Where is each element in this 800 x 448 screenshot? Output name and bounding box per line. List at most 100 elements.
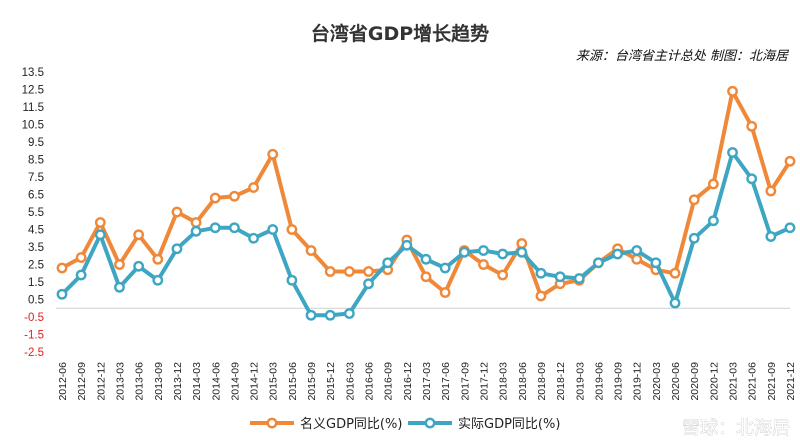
y-tick-label: 6.5	[28, 190, 44, 202]
data-point	[248, 232, 259, 244]
data-point	[593, 257, 604, 269]
y-tick-label: 7.5	[28, 172, 44, 184]
data-point	[286, 274, 298, 286]
y-tick-label: 0.5	[28, 295, 44, 307]
data-point	[305, 309, 317, 321]
y-tick-label: 9.5	[28, 137, 44, 149]
y-tick-label: 12.5	[22, 85, 44, 97]
data-point	[707, 215, 719, 227]
legend-label: 名义GDP同比(%)	[300, 416, 402, 432]
x-tick-label: 2012-12	[95, 362, 107, 401]
x-tick-label: 2014-12	[249, 362, 261, 401]
x-axis: 2012-06 2012-09 2012-12 2013-03 2013-06 2013-…	[57, 362, 797, 401]
x-tick-label: 2013-06	[134, 362, 146, 401]
data-point	[458, 246, 470, 258]
chart-title: 台湾省GDP增长趋势	[311, 22, 489, 45]
series-layer	[56, 85, 796, 321]
y-tick-label: 3.5	[28, 242, 44, 254]
data-point	[631, 245, 643, 256]
y-tick-label: 10.5	[22, 120, 44, 132]
data-point	[286, 224, 298, 235]
x-tick-label: 2015-09	[306, 362, 318, 401]
data-point	[707, 178, 719, 190]
data-point	[765, 231, 777, 242]
data-point	[75, 252, 87, 263]
data-point	[190, 225, 202, 237]
data-point	[114, 259, 125, 270]
y-tick-label: -0.5	[24, 312, 44, 324]
data-point	[324, 266, 336, 277]
data-point	[401, 239, 413, 251]
data-point	[669, 267, 681, 279]
legend-marker	[266, 417, 278, 429]
x-tick-label: 2014-03	[191, 362, 203, 401]
legend: 名义GDP同比(%) 实际GDP同比(%)	[250, 416, 560, 432]
y-tick-label: 11.5	[22, 102, 44, 114]
y-tick-label: 5.5	[28, 207, 44, 219]
legend-label: 实际GDP同比(%)	[458, 417, 560, 432]
data-point	[727, 147, 738, 158]
data-point	[382, 257, 394, 269]
data-point	[114, 281, 125, 293]
x-tick-label: 2021-12	[785, 362, 797, 401]
data-point	[56, 262, 68, 274]
data-point	[784, 155, 796, 167]
data-point	[478, 259, 489, 270]
x-tick-label: 2019-03	[574, 362, 586, 401]
x-tick-label: 2016-09	[383, 362, 395, 401]
data-point	[171, 206, 183, 218]
y-tick-label: 2.5	[28, 260, 44, 272]
data-point	[133, 260, 145, 272]
data-point	[152, 274, 164, 286]
data-point	[478, 245, 489, 256]
x-tick-label: 2020-03	[651, 362, 663, 401]
data-point	[535, 267, 547, 279]
data-point	[209, 222, 221, 234]
x-tick-label: 2020-12	[708, 362, 720, 401]
data-point	[439, 262, 451, 274]
data-point	[56, 288, 68, 300]
data-point	[343, 266, 355, 277]
data-point	[669, 297, 681, 309]
data-point	[305, 245, 317, 256]
x-tick-label: 2018-03	[498, 362, 510, 401]
data-point	[784, 222, 796, 234]
data-point	[439, 287, 451, 298]
data-point	[229, 222, 240, 234]
data-point	[746, 120, 758, 132]
x-tick-label: 2013-09	[153, 362, 165, 401]
data-point	[229, 190, 240, 202]
x-tick-label: 2018-12	[555, 362, 567, 401]
x-tick-label: 2016-06	[364, 362, 376, 401]
x-tick-label: 2012-06	[57, 362, 69, 401]
data-point	[420, 271, 432, 283]
series-line	[60, 89, 792, 298]
legend-item: 实际GDP同比(%)	[408, 417, 560, 432]
data-point	[650, 257, 662, 269]
x-tick-label: 2013-12	[172, 362, 184, 401]
x-tick-label: 2019-06	[593, 362, 605, 401]
data-point	[573, 273, 585, 284]
x-tick-label: 2017-12	[478, 362, 490, 401]
data-point	[746, 173, 758, 185]
x-tick-label: 2021-06	[747, 362, 759, 401]
data-point	[765, 185, 777, 197]
legend-marker	[424, 417, 436, 429]
source-note: 来源：台湾省主计总处 制图：北海居	[576, 48, 790, 64]
data-point	[209, 192, 221, 204]
data-point	[75, 269, 87, 281]
data-point	[688, 194, 700, 206]
x-tick-label: 2021-09	[766, 362, 778, 401]
y-axis: 13.5 12.5 11.5 10.5 9.5 8.5 7.5 6.5 5.5 4.5 3.5 2.5…	[22, 67, 790, 359]
x-tick-label: 2019-09	[613, 362, 625, 401]
data-point	[363, 266, 374, 277]
x-tick-label: 2020-06	[670, 362, 682, 401]
x-tick-label: 2016-12	[402, 362, 414, 401]
data-point	[94, 229, 106, 241]
x-tick-label: 2017-09	[459, 362, 471, 401]
data-point	[688, 232, 700, 244]
x-tick-label: 2018-06	[517, 362, 529, 401]
data-point	[190, 217, 202, 228]
data-point	[343, 308, 355, 319]
